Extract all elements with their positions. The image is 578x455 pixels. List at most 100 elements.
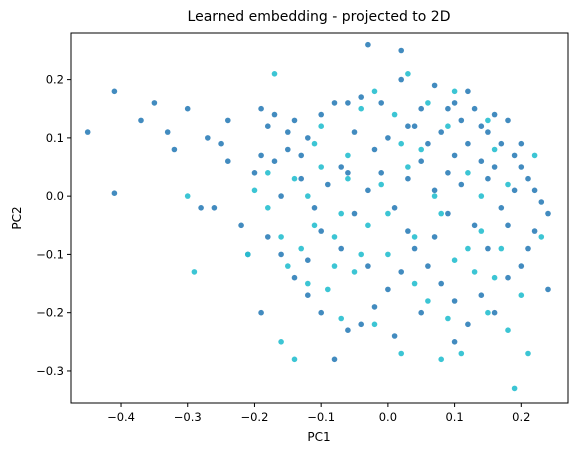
data-point — [398, 269, 405, 275]
data-point — [418, 105, 425, 112]
data-point — [138, 117, 144, 124]
data-point — [445, 315, 451, 322]
data-point — [451, 152, 458, 159]
data-point — [431, 187, 438, 194]
data-point — [471, 105, 478, 112]
data-point — [431, 234, 438, 240]
data-point — [405, 228, 411, 234]
data-point — [438, 210, 445, 217]
data-point — [438, 129, 445, 135]
data-point — [378, 181, 385, 188]
x-tick-label: −0.1 — [307, 410, 335, 424]
data-point — [151, 100, 158, 106]
data-point — [485, 175, 491, 182]
data-point — [338, 210, 345, 217]
data-point — [238, 222, 244, 229]
data-point — [191, 269, 198, 275]
data-point — [251, 170, 258, 176]
data-point — [445, 210, 451, 217]
data-point — [184, 193, 191, 199]
data-point — [331, 263, 338, 269]
data-point — [365, 222, 371, 229]
data-point — [271, 158, 278, 164]
data-point — [305, 257, 311, 264]
data-point — [438, 356, 445, 363]
y-axis-ticks: −0.3 −0.2 −0.1 0.0 0.1 0.2 — [36, 73, 71, 378]
data-point — [418, 158, 425, 164]
data-point — [398, 140, 405, 147]
data-point — [265, 123, 271, 129]
data-point — [285, 263, 291, 269]
data-point — [485, 245, 491, 252]
data-point — [345, 152, 351, 159]
data-point — [378, 170, 385, 176]
data-point — [498, 205, 505, 211]
data-point — [251, 187, 258, 194]
plot-frame — [70, 32, 569, 404]
data-point — [531, 228, 538, 234]
data-point — [518, 292, 525, 299]
data-point — [371, 146, 378, 153]
data-point — [365, 263, 371, 269]
data-point — [458, 117, 465, 124]
data-point — [438, 280, 445, 287]
data-point — [205, 135, 211, 141]
data-point — [291, 356, 298, 363]
data-point — [451, 339, 458, 345]
data-point — [531, 187, 538, 194]
data-point — [505, 181, 511, 188]
data-point — [485, 129, 491, 135]
data-point — [318, 164, 325, 170]
data-point — [505, 327, 511, 334]
data-point — [405, 164, 411, 170]
data-point — [465, 88, 471, 95]
data-point — [411, 234, 418, 240]
x-axis-label: PC1 — [307, 430, 330, 444]
data-point — [518, 140, 525, 147]
data-point — [451, 100, 458, 106]
data-point — [258, 152, 264, 159]
data-point — [371, 321, 378, 328]
data-point — [451, 298, 458, 304]
x-tick-label: −0.3 — [174, 410, 202, 424]
data-point — [525, 245, 531, 252]
data-point — [258, 309, 264, 316]
data-point — [511, 385, 518, 392]
data-points — [84, 41, 551, 392]
data-point — [278, 193, 284, 199]
data-point — [331, 356, 338, 363]
x-tick-label: 0.1 — [445, 410, 463, 424]
data-point — [418, 309, 425, 316]
data-point — [485, 117, 491, 124]
data-point — [311, 222, 318, 229]
data-point — [365, 41, 371, 48]
data-point — [285, 146, 291, 153]
data-point — [391, 205, 398, 211]
data-point — [258, 105, 264, 112]
data-point — [291, 274, 298, 281]
data-point — [385, 135, 391, 141]
data-point — [371, 304, 378, 310]
data-point — [305, 280, 311, 287]
data-point — [211, 205, 218, 211]
data-point — [358, 321, 365, 328]
data-point — [245, 251, 251, 258]
data-point — [351, 210, 358, 217]
data-point — [331, 234, 338, 240]
data-point — [271, 71, 278, 77]
data-point — [491, 111, 498, 118]
data-point — [385, 210, 391, 217]
data-point — [378, 100, 385, 106]
data-point — [298, 175, 305, 182]
data-point — [491, 164, 498, 170]
data-point — [511, 152, 518, 159]
data-point — [411, 280, 418, 287]
data-point — [331, 100, 338, 106]
data-point — [478, 158, 485, 164]
data-point — [311, 140, 318, 147]
data-point — [171, 146, 178, 153]
data-point — [451, 257, 458, 264]
data-point — [491, 309, 498, 316]
data-point — [431, 193, 438, 199]
